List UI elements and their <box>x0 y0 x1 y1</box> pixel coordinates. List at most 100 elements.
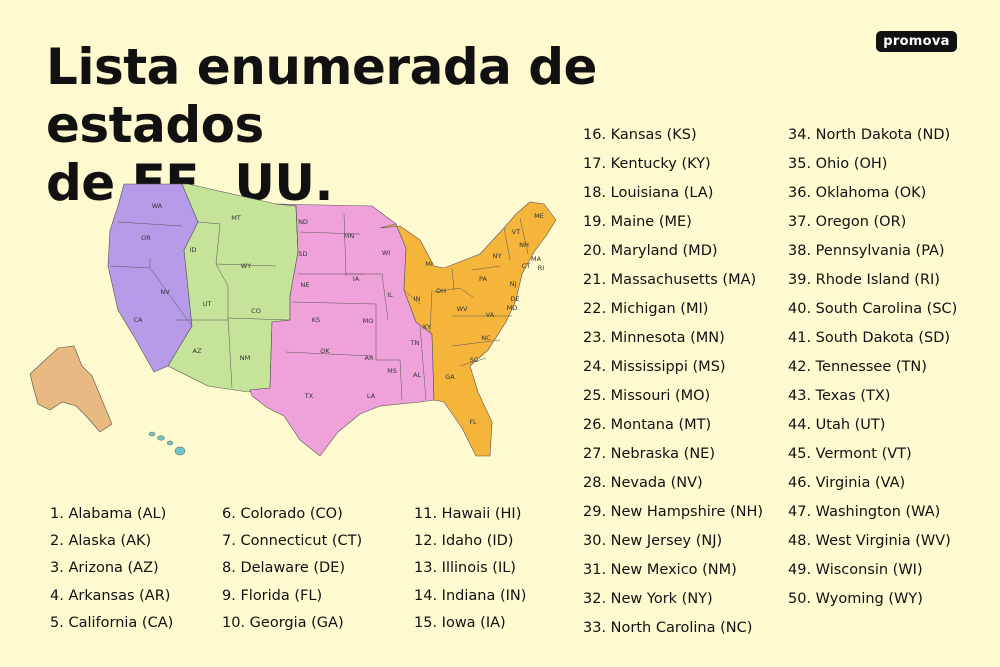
state-list-item: 17. Kentucky (KY) <box>583 156 711 172</box>
state-list-col-4: 16. Kansas (KS) 17. Kentucky (KY) 18. Loui… <box>583 123 763 645</box>
state-list-item: 16. Kansas (KS) <box>583 127 697 143</box>
state-label-nc: NC <box>481 334 491 342</box>
state-list-item: 30. New Jersey (NJ) <box>583 533 723 549</box>
state-label-wv: WV <box>457 305 468 313</box>
state-list-item: 31. New Mexico (NM) <box>583 562 737 578</box>
state-label-mt: MT <box>231 214 241 222</box>
state-list-item: 35. Ohio (OH) <box>788 156 888 172</box>
state-list-item: 7. Connecticut (CT) <box>222 533 363 550</box>
hawaii-islands <box>148 431 186 456</box>
state-label-fl: FL <box>469 418 477 426</box>
state-label-ne: NE <box>301 281 310 289</box>
state-label-va: VA <box>486 311 495 319</box>
state-list-item: 40. South Carolina (SC) <box>788 301 958 317</box>
state-label-pa: PA <box>479 275 488 283</box>
state-list-item: 47. Washington (WA) <box>788 504 941 520</box>
state-label-ri: RI <box>538 264 545 272</box>
state-list-col-2: 6. Colorado (CO) 7. Connecticut (CT) 8. De… <box>222 502 362 638</box>
state-list-item: 6. Colorado (CO) <box>222 506 343 522</box>
state-label-tx: TX <box>304 392 314 400</box>
state-label-ut: UT <box>203 300 212 308</box>
state-label-sc: SC <box>470 356 479 364</box>
state-list-item: 22. Michigan (MI) <box>583 301 709 317</box>
state-label-co: CO <box>251 307 261 315</box>
state-label-ks: KS <box>312 316 320 324</box>
state-label-nd: ND <box>298 218 308 226</box>
state-list-item: 23. Minnesota (MN) <box>583 330 725 346</box>
state-label-sd: SD <box>298 250 307 258</box>
state-label-md: MD <box>507 304 518 312</box>
state-label-wi: WI <box>382 249 390 257</box>
state-label-al: AL <box>413 371 421 379</box>
promova-logo[interactable]: promova <box>876 31 957 52</box>
state-list-item: 1. Alabama (AL) <box>50 506 167 522</box>
state-labels: WA OR CA NV ID MT WY UT CO AZ NM ND SD NE KS OK TX MN IA MO… <box>134 202 545 426</box>
state-list-item: 46. Virginia (VA) <box>788 475 906 491</box>
state-list-item: 29. New Hampshire (NH) <box>583 504 764 520</box>
state-list-item: 25. Missouri (MO) <box>583 388 711 404</box>
state-label-ar: AR <box>365 354 374 362</box>
eastern-region <box>379 201 557 457</box>
state-label-ny: NY <box>493 252 502 260</box>
state-list-item: 12. Idaho (ID) <box>414 533 514 550</box>
state-list-item: 8. Delaware (DE) <box>222 560 346 577</box>
state-list-item: 5. California (CA) <box>50 614 174 631</box>
state-list-item: 49. Wisconsin (WI) <box>788 562 923 578</box>
state-label-la: LA <box>367 392 376 400</box>
state-label-az: AZ <box>193 347 202 355</box>
state-list-item: 32. New York (NY) <box>583 591 713 607</box>
state-list-item: 45. Vermont (VT) <box>788 446 912 462</box>
state-label-ct: CT <box>522 262 531 270</box>
state-borders <box>109 205 529 401</box>
state-label-vt: VT <box>512 228 520 236</box>
state-list-item: 9. Florida (FL) <box>222 587 323 604</box>
state-list-item: 26. Montana (MT) <box>583 417 712 433</box>
state-label-wy: WY <box>241 262 251 270</box>
state-list-item: 10. Georgia (GA) <box>222 614 344 631</box>
state-list-col-5: 34. North Dakota (ND) 35. Ohio (OH) 36. Ok… <box>788 123 957 616</box>
state-list-item: 44. Utah (UT) <box>788 417 886 433</box>
state-label-il: IL <box>387 291 393 299</box>
state-label-ky: KY <box>423 323 431 331</box>
state-list-item: 14. Indiana (IN) <box>414 587 527 604</box>
state-label-ok: OK <box>320 347 330 355</box>
state-list-item: 48. West Virginia (WV) <box>788 533 951 549</box>
state-list-col-3: 11. Hawaii (HI) 12. Idaho (ID) 13. Illinoi… <box>414 502 526 638</box>
state-list-item: 2. Alaska (AK) <box>50 533 152 550</box>
page-title: Lista enumerada de estados de EE. UU. <box>46 38 786 212</box>
state-list-item: 4. Arkansas (AR) <box>50 587 171 604</box>
state-list-item: 36. Oklahoma (OK) <box>788 185 927 201</box>
state-list-item: 21. Massachusetts (MA) <box>583 272 757 288</box>
state-list-col-1: 1. Alabama (AL) 2. Alaska (AK) 3. Arizona … <box>50 502 173 638</box>
state-label-tn: TN <box>410 339 420 347</box>
state-list-item: 41. South Dakota (SD) <box>788 330 951 346</box>
state-label-id: ID <box>190 246 197 254</box>
state-label-nh: NH <box>519 241 529 249</box>
us-time-zone-map: WA OR CA NV ID MT WY UT CO AZ NM ND SD NE KS OK TX MN IA MO… <box>29 183 557 457</box>
state-list-item: 34. North Dakota (ND) <box>788 127 951 143</box>
state-list-item: 11. Hawaii (HI) <box>414 506 522 522</box>
state-label-mo: MO <box>363 317 374 325</box>
state-list-item: 33. North Carolina (NC) <box>583 620 753 636</box>
state-label-mi: MI <box>425 260 433 268</box>
state-label-oh: OH <box>436 287 446 295</box>
state-list-item: 28. Nevada (NV) <box>583 475 703 491</box>
state-list-item: 27. Nebraska (NE) <box>583 446 716 462</box>
state-label-in: IN <box>414 295 421 303</box>
state-label-nm: NM <box>240 354 250 362</box>
state-list-item: 24. Mississippi (MS) <box>583 359 726 375</box>
state-label-me: ME <box>534 212 544 220</box>
state-list-item: 19. Maine (ME) <box>583 214 692 230</box>
state-label-nj: NJ <box>510 280 517 288</box>
state-label-ia: IA <box>353 275 360 283</box>
state-list-item: 13. Illinois (IL) <box>414 560 516 577</box>
state-list-item: 38. Pennsylvania (PA) <box>788 243 945 259</box>
state-list-item: 42. Tennessee (TN) <box>788 359 927 375</box>
state-label-nv: NV <box>160 288 170 296</box>
state-list-item: 3. Arizona (AZ) <box>50 560 159 577</box>
state-list-item: 37. Oregon (OR) <box>788 214 907 230</box>
state-label-ms: MS <box>387 367 397 375</box>
alaska-shape <box>29 345 113 433</box>
state-label-wa: WA <box>152 202 163 210</box>
state-list-item: 18. Louisiana (LA) <box>583 185 714 201</box>
